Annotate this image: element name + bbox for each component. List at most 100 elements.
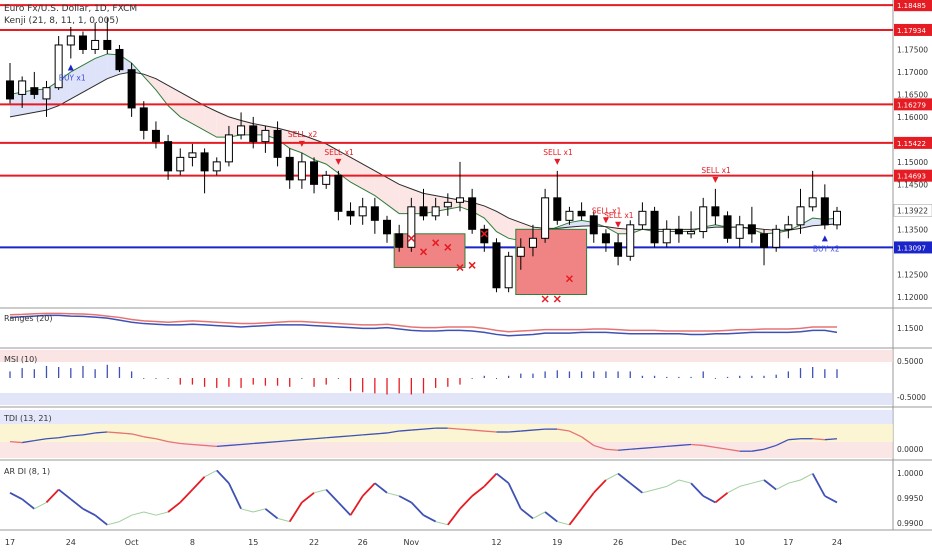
ardi-line-seg [374,482,388,494]
candle-bull [407,206,416,248]
ardi-line-seg [131,511,144,516]
x-tick: 24 [832,538,842,547]
ardi-line-seg [495,472,510,484]
ardi-line-seg [520,508,534,520]
candle-bull [176,156,185,172]
price-tick: 1.17000 [897,68,928,77]
ardi-line-seg [94,514,108,526]
level-tag-label: 1.13097 [897,244,926,252]
x-tick: Dec [671,538,686,547]
ardi-line-seg [362,482,376,497]
zone-box [393,233,466,269]
candle-bear [577,210,586,217]
sell-arrow [554,158,561,165]
ardi-line-seg [301,492,315,504]
ardi-line-seg [459,495,473,510]
ranges-lower-line [9,314,838,337]
tdi-line-seg [678,443,692,447]
ardi-line-seg [824,495,838,504]
x-tick: 24 [66,538,76,547]
tdi-line-seg [751,448,765,452]
candle-bear [674,228,683,235]
tdi-line-seg [155,438,169,443]
tdi-line-seg [508,430,521,433]
tdi-line-seg [484,430,497,433]
ardi-line-seg [714,492,729,504]
level-tag [894,136,932,149]
current-price-label: 1.13922 [897,206,928,215]
candle-bear [492,242,501,289]
level-tag-label: 1.16279 [897,101,926,109]
ardi-line-seg [568,508,583,526]
tdi-line-seg [654,445,667,449]
tdi-line-seg [593,444,607,450]
ribbon-segment [216,111,229,138]
candle-bear [164,141,173,172]
tdi-line-seg [46,437,59,440]
price-tick: 1.12000 [897,293,928,302]
candle-bear [480,228,489,244]
candle-bear [103,39,112,50]
cross-marker [456,264,464,272]
price-tick: 1.16500 [897,90,928,99]
indicator-label: Kenji (21, 8, 11, 1, 0.005) [4,16,119,26]
tdi-mid-band [0,424,893,442]
ardi-line-seg [763,479,777,491]
buy-signal-label: BUY x1 [59,73,86,82]
candle-bull [735,224,744,239]
candle-bull [358,206,367,217]
candle-bear [115,48,124,71]
tdi-line-seg [350,434,363,437]
tdi-line-seg [204,444,217,448]
msi-panel-label: MSI (10) [4,355,38,364]
ribbon-segment [374,170,388,205]
tdi-line-seg [423,427,436,430]
tdi-line-seg [241,442,254,446]
x-tick: 15 [248,538,258,547]
candle-bull [687,231,696,235]
candle-bull [565,210,574,221]
tdi-line-seg [459,428,473,431]
tdi-line-seg [82,432,96,436]
sell-arrow [712,176,719,183]
price-tick: 1.14500 [897,180,928,189]
tdi-line-seg [180,442,193,446]
cross-marker [541,295,549,303]
ranges-panel-label: Ranges (20) [4,314,53,323]
ribbon-segment [204,105,217,138]
sell-signal-label: SELL x1 [543,148,573,157]
candle-bear [285,156,294,181]
x-tick: Nov [404,538,420,547]
level-tag [894,98,932,111]
candle-bull [541,197,550,239]
candle-bull [699,206,708,233]
ardi-line-seg [666,479,680,487]
sell-signal-label: SELL x1 [592,206,622,215]
tdi-line-seg [326,436,339,439]
candle-bull [455,197,464,203]
tdi-line-seg [374,432,388,435]
ardi-line-seg [288,501,303,523]
tdi-line-seg [338,435,351,438]
tdi-line-seg [119,432,132,435]
msi-tick: -0.5000 [897,393,926,402]
ribbon-segment [70,65,83,99]
ardi-line-seg [107,521,120,526]
candle-bull [66,35,75,46]
ardi-line-seg [605,473,619,481]
candle-bull [833,210,841,226]
tdi-line-seg [253,441,266,445]
candle-bull [662,228,671,244]
tdi-line-seg [532,428,546,431]
tdi-line-seg [605,448,619,451]
ardi-line-seg [82,508,96,516]
ardi-line-seg [21,498,35,510]
ardi-line-seg [593,479,607,494]
sell-arrow [335,158,342,165]
candle-bull [638,210,647,226]
tdi-line-seg [788,438,801,441]
candle-bear [601,233,610,244]
ardi-line-seg [240,508,254,513]
